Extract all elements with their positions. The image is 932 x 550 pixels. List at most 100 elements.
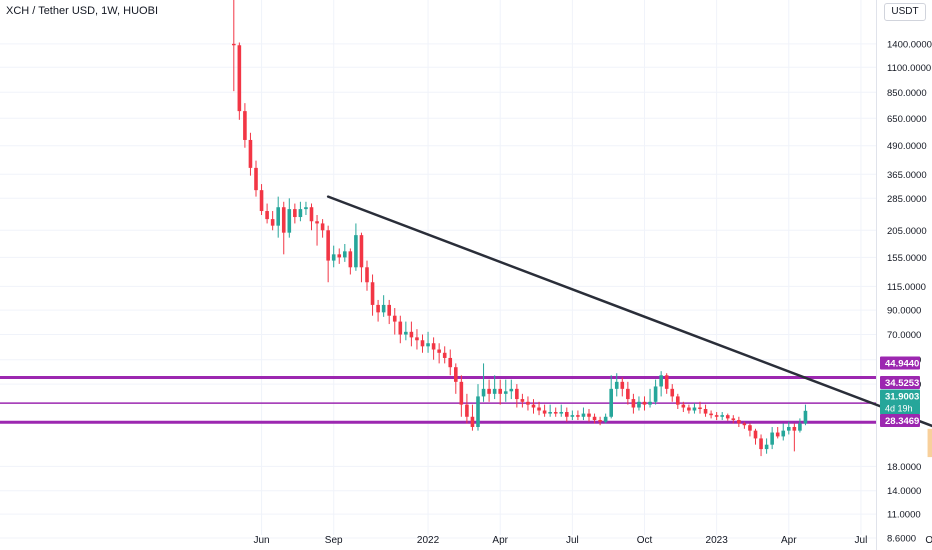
candle-body [426,343,430,347]
candle-body [454,367,458,382]
candle-body [343,251,347,258]
grid [0,0,876,539]
candle-body [270,219,275,226]
candle-body [676,396,680,405]
candle-body [748,425,752,431]
price-tick-label: 8.6000 [887,534,916,545]
candle-body [576,415,580,417]
candle-body [781,430,786,437]
candle-body [787,426,791,431]
candle-body [309,207,314,222]
price-tick-label: 285.0000 [887,194,927,205]
candle-body [331,254,336,261]
candle-body [670,388,675,397]
candle-body [442,352,447,358]
candle-body [581,413,586,417]
candle-body [659,375,663,387]
candle-body [370,282,375,305]
time-tick-label: Oct [925,535,932,546]
candle-body [703,408,708,414]
candle-body [753,430,758,439]
candle-body [465,404,469,417]
candle-body [487,388,491,394]
time-tick-label: Sep [325,535,343,546]
candle-body [404,331,408,335]
candle-body [359,235,364,268]
candle-body [237,45,242,112]
candle-body [731,418,736,421]
candle-body [759,438,763,450]
price-tag-label: 44.9440 [885,359,919,370]
candle-body [642,401,647,405]
candle-body [614,381,619,389]
price-tag-label: 28.3469 [885,416,919,427]
candle-body [365,267,369,283]
candle-body [492,388,497,394]
candle-body [337,254,342,258]
price-axis-separator [876,0,877,550]
price-tick-label: 115.0000 [887,282,926,293]
candle-body [714,415,719,417]
candle-body [531,404,536,408]
price-tick-label: 18.0000 [887,462,921,473]
candle-body [570,415,575,417]
time-tick-label: Jul [566,535,579,546]
price-tick-label: 365.0000 [887,170,927,181]
candle-body [381,304,386,313]
candle-body [509,388,514,392]
candle-body [387,304,391,316]
time-tick-label: Jun [253,535,269,546]
price-tag-label: 4d 19h [885,404,913,414]
candle-body [598,420,602,422]
candle-body [609,388,613,417]
candle-body [392,315,397,322]
candle-body [620,381,625,389]
candle-body [259,190,264,212]
price-tick-label: 205.0000 [887,226,927,237]
candle-body [448,357,453,368]
price-tick-label: 11.0000 [887,510,921,521]
candle-body [548,412,552,414]
price-tag-bg [880,401,920,415]
candle-body [320,223,325,231]
candle-body [764,444,769,450]
price-tick-label: 650.0000 [887,114,927,125]
currency-selector[interactable]: USDT [884,3,926,21]
candle-body [298,209,303,218]
time-tick-label: Oct [637,535,653,546]
candle-body [742,423,747,426]
candle-body [626,388,630,400]
candle-body [315,221,319,224]
candle-body [798,423,802,431]
price-tick-label: 90.0000 [887,306,921,317]
candle-body [409,331,414,338]
candle-body [498,388,502,394]
candle-body [687,407,691,411]
time-tick-label: Apr [492,535,508,546]
candle-body [709,413,713,416]
price-tick-label: 1100.0000 [887,63,931,74]
candle-body [459,381,464,405]
candle-body [664,375,669,389]
candle-body [526,401,530,405]
price-tag-bg [880,389,920,403]
candle-body [803,410,808,424]
candle-body [587,413,591,417]
time-tick-label: 2022 [417,535,440,546]
candle-body [398,321,403,335]
candle-body [692,407,697,411]
candle-body [420,340,425,347]
candle-body [653,386,658,402]
price-tick-label: 70.0000 [887,330,921,341]
candle-body [559,412,564,414]
candle-body [248,139,253,168]
candle-body [725,415,730,419]
price-tick-label: 14.0000 [887,486,921,497]
candle-body [515,388,519,400]
candle-body [348,251,353,268]
time-tick-label: Jul [855,535,868,546]
candle-body [415,337,419,341]
candle-body [265,211,269,220]
candle-body [553,412,558,414]
